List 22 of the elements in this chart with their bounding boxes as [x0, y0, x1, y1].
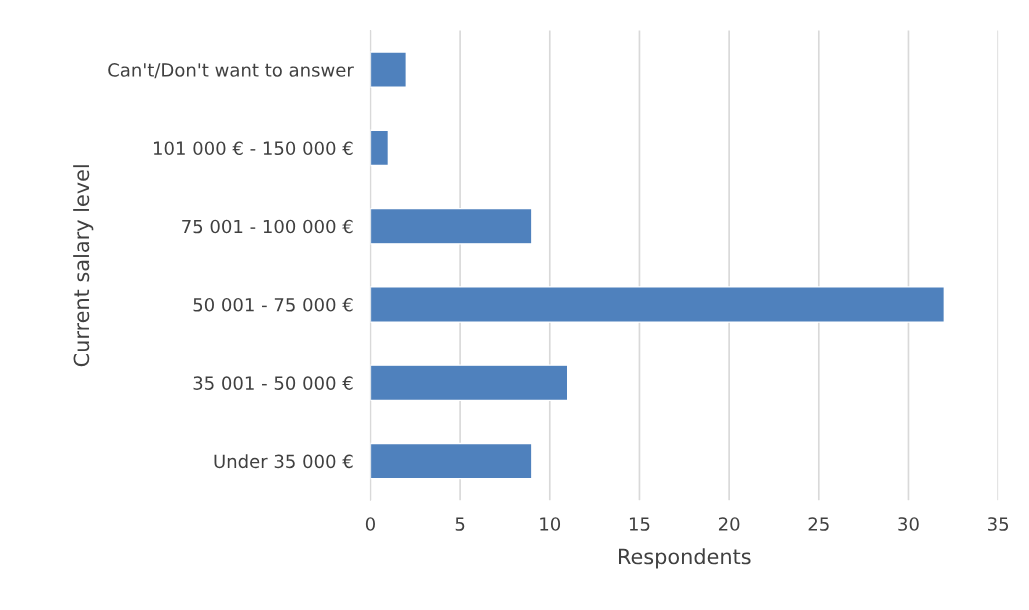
x-tick-label: 15: [629, 517, 650, 531]
bar: [370, 129, 390, 167]
y-tick-label: Under 35 000 €: [214, 454, 353, 469]
x-tick-label: 0: [365, 517, 375, 531]
x-tick-label: 35: [988, 517, 1009, 531]
x-tick-label: 10: [540, 517, 561, 531]
x-tick-label: 5: [455, 517, 465, 531]
y-tick-label: Can't/Don't want to answer: [108, 63, 354, 79]
x-tick-label: 20: [718, 517, 740, 531]
bar: [370, 286, 946, 323]
y-tick-label: 50 001 - 75 000 €: [193, 297, 353, 312]
y-tick-label: 75 001 - 100 000 €: [182, 219, 353, 234]
x-axis-title: Respondents: [619, 548, 751, 569]
x-tick-label: 30: [898, 517, 919, 531]
bar: [370, 364, 569, 402]
bar: [370, 51, 408, 88]
y-axis-title: Current salary level: [73, 165, 94, 367]
bar: [370, 442, 533, 480]
y-tick-label: 35 001 - 50 000 €: [193, 376, 353, 390]
bar: [370, 207, 533, 245]
y-tick-label: 101 000 € - 150 000 €: [153, 141, 353, 156]
x-tick-label: 25: [808, 517, 829, 531]
